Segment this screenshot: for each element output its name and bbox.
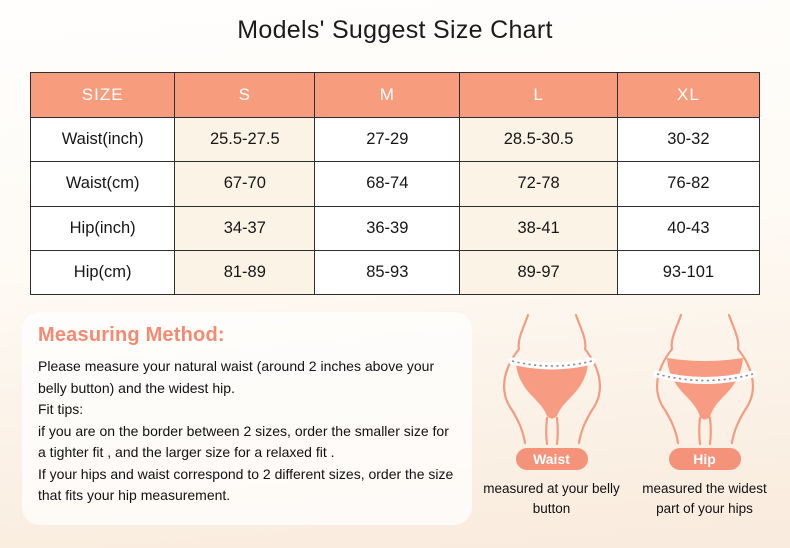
size-table-header-row: SIZE S M L XL (29, 72, 761, 118)
fit-tip-border-sizes: if you are on the border between 2 sizes… (38, 422, 449, 461)
waist-body-illustration (502, 313, 601, 445)
cell-value: 68-74 (314, 161, 461, 207)
fit-tip-hip-priority: If your hips and waist correspond to 2 d… (38, 465, 454, 504)
row-label: Hip(inch) (29, 205, 176, 251)
row-label: Hip(cm) (29, 249, 176, 296)
size-table: SIZE S M L XL Waist(inch) 25.5-27.5 27-2… (29, 72, 761, 296)
waist-badge: Waist (515, 448, 588, 470)
cell-value: 67-70 (174, 161, 316, 207)
measuring-method-heading: Measuring Method: (38, 324, 225, 346)
cell-value: 81-89 (174, 249, 316, 296)
cell-value: 34-37 (174, 205, 316, 251)
table-row-hip-cm: Hip(cm) 81-89 85-93 89-97 93-101 (29, 249, 761, 296)
measuring-figures: Waist measured at your belly button Hip … (478, 313, 778, 519)
measuring-method-panel: Measuring Method: Please measure your na… (22, 312, 472, 525)
size-table-header-size: SIZE (29, 72, 176, 118)
cell-value: 89-97 (459, 249, 618, 296)
cell-value: 27-29 (314, 116, 461, 163)
row-label: Waist(inch) (29, 116, 176, 163)
waist-caption: measured at your belly button (483, 481, 620, 516)
page-title: Models' Suggest Size Chart (237, 16, 553, 44)
cell-value: 25.5-27.5 (174, 116, 316, 163)
table-row-hip-inch: Hip(inch) 34-37 36-39 38-41 40-43 (29, 205, 761, 251)
fit-tips-label: Fit tips: (38, 401, 84, 417)
hip-caption: measured the widest part of your hips (642, 481, 767, 516)
cell-value: 30-32 (616, 116, 761, 163)
cell-value: 28.5-30.5 (459, 116, 618, 163)
hip-body-illustration (653, 313, 756, 445)
cell-value: 40-43 (616, 205, 761, 251)
waist-figure: Waist measured at your belly button (478, 313, 625, 519)
cell-value: 72-78 (459, 161, 618, 207)
hip-figure: Hip measured the widest part of your hip… (631, 313, 778, 519)
cell-value: 76-82 (616, 161, 761, 207)
measuring-instruction: Please measure your natural waist (aroun… (38, 358, 435, 396)
cell-value: 38-41 (459, 205, 618, 251)
size-table-header-s: S (174, 72, 316, 118)
size-table-header-xl: XL (616, 72, 761, 118)
cell-value: 93-101 (616, 249, 761, 296)
row-label: Waist(cm) (29, 161, 176, 207)
cell-value: 85-93 (314, 249, 461, 296)
table-row-waist-cm: Waist(cm) 67-70 68-74 72-78 76-82 (29, 161, 761, 207)
table-row-waist-inch: Waist(inch) 25.5-27.5 27-29 28.5-30.5 30… (29, 116, 761, 163)
hip-badge: Hip (668, 448, 741, 470)
size-table-header-l: L (459, 72, 618, 118)
size-table-header-m: M (314, 72, 461, 118)
cell-value: 36-39 (314, 205, 461, 251)
